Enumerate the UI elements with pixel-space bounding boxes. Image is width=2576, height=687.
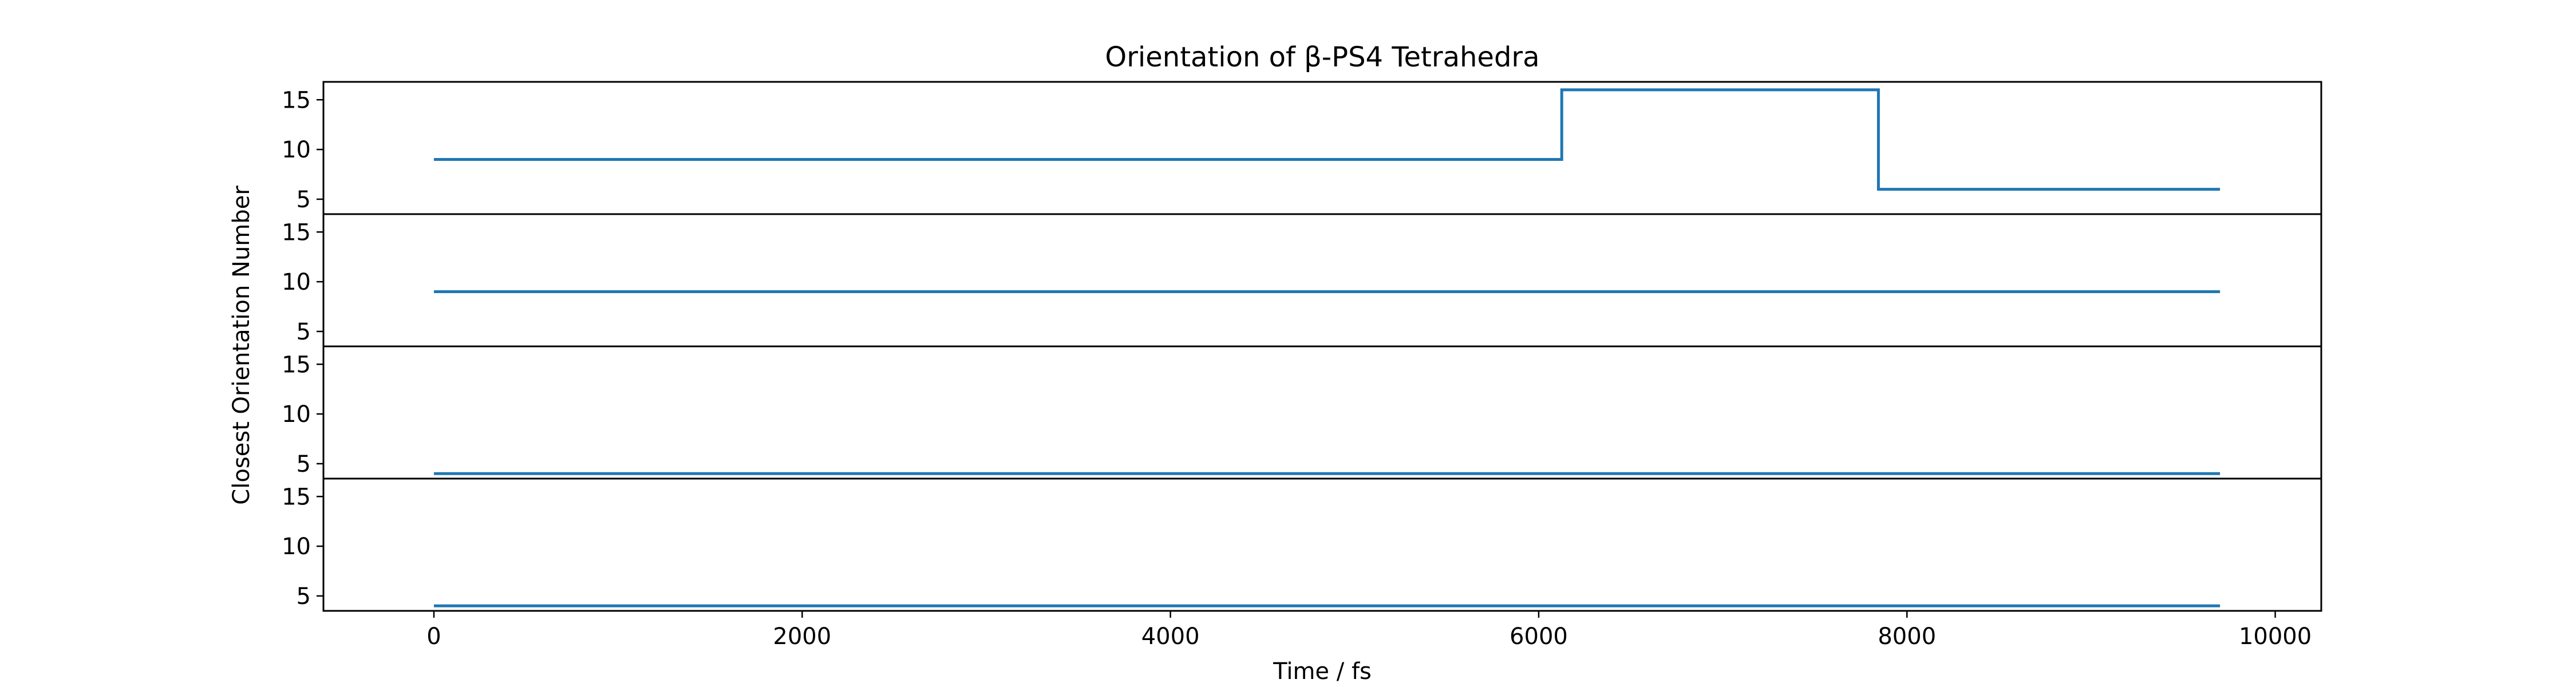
panel-frame-2 [322,213,2322,348]
panels-area: 5 10 15 5 10 15 5 10 15 5 10 15 0 2000 4000 6000 8000 100… [282,81,2322,650]
panel-frame-1 [322,81,2322,215]
panel-frame-4 [322,477,2322,612]
y-tick-label-panel-3: 5 [297,451,311,477]
y-tick-label-panel-4: 5 [297,583,311,610]
y-tick-label-panel-3: 10 [282,401,311,428]
y-tick-label-panel-4: 10 [282,534,311,560]
y-tick-label-panel-2: 15 [282,219,311,246]
y-tick-label-panel-1: 5 [297,187,311,213]
x-tick-label: 8000 [1878,623,1936,650]
x-axis-label: Time / fs [1273,658,1372,685]
y-axis-label: Closest Orientation Number [228,185,255,505]
x-tick-label: 10000 [2239,623,2312,650]
panel-frame-3 [322,345,2322,480]
y-tick-label-panel-1: 15 [282,87,311,113]
y-tick-label-panel-2: 5 [297,319,311,345]
chart-title: Orientation of β-PS4 Tetrahedra [1105,41,1539,73]
y-tick-label-panel-3: 15 [282,352,311,378]
series-line-panel-1 [434,88,2221,191]
y-tick-label-panel-2: 10 [282,269,311,295]
y-tick-label-panel-1: 10 [282,137,311,163]
x-tick-label: 6000 [1510,623,1568,650]
y-tick-label-panel-4: 15 [282,484,311,510]
x-tick-label: 0 [426,623,441,650]
x-tick-label: 2000 [773,623,831,650]
x-tick-label: 4000 [1141,623,1200,650]
